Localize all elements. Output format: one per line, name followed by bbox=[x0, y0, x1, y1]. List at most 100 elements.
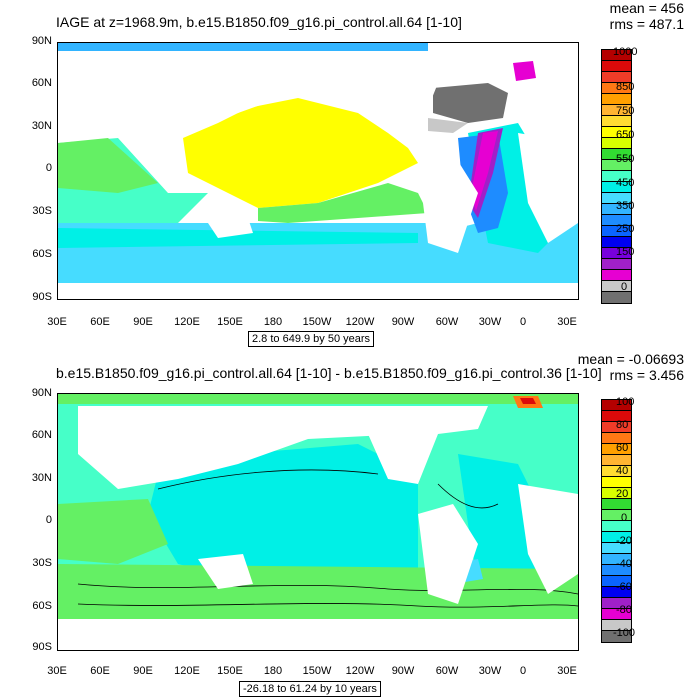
top-gray-light bbox=[428, 118, 468, 133]
top-lat-label: 60N bbox=[31, 77, 52, 89]
top-lat-label: 90S bbox=[32, 291, 52, 303]
top-arctic-magenta bbox=[513, 61, 536, 81]
top-colorbar-label: 550 bbox=[616, 153, 635, 165]
bottom-lon-label: 30E bbox=[47, 665, 67, 677]
bottom-range-box: -26.18 to 61.24 by 10 years bbox=[239, 681, 381, 697]
bottom-colorbar-label: -40 bbox=[616, 558, 632, 570]
top-lon-label: 30W bbox=[478, 316, 502, 328]
top-title: IAGE at z=1968.9m, b.e15.B1850.f09_g16.p… bbox=[56, 14, 462, 30]
bottom-lon-label: 150W bbox=[302, 665, 332, 677]
bottom-map-field bbox=[58, 394, 578, 650]
bottom-colorbar-label: 100 bbox=[616, 396, 635, 408]
top-map bbox=[57, 42, 579, 300]
bottom-lon-label: 30W bbox=[478, 665, 502, 677]
bottom-lat-label: 60N bbox=[31, 429, 52, 441]
bottom-lat-label: 90N bbox=[31, 387, 52, 399]
top-lon-label: 90W bbox=[391, 316, 415, 328]
bottom-arctic-strip bbox=[58, 394, 578, 404]
bottom-pacific-cyan bbox=[148, 444, 418, 584]
top-lon-label: 30E bbox=[47, 316, 67, 328]
bottom-colorbar-label: -20 bbox=[616, 535, 632, 547]
bottom-colorbar-label: -80 bbox=[616, 604, 632, 616]
bottom-mean: mean = -0.06693 bbox=[577, 351, 684, 367]
bottom-colorbar bbox=[601, 399, 632, 643]
top-lon-label: 90E bbox=[133, 316, 153, 328]
bottom-lat-label: 30S bbox=[32, 557, 52, 569]
top-lat-label: 60S bbox=[32, 248, 52, 260]
top-indian-green bbox=[58, 138, 158, 193]
bottom-lat-label: 90S bbox=[32, 641, 52, 653]
top-colorbar-label: 750 bbox=[616, 105, 635, 117]
bottom-colorbar-label: 80 bbox=[616, 419, 629, 431]
top-map-field bbox=[58, 43, 578, 299]
top-lon-label: 180 bbox=[263, 316, 283, 328]
bottom-land-africa bbox=[518, 484, 578, 594]
bottom-lon-label: 60W bbox=[435, 665, 459, 677]
top-colorbar-label: 850 bbox=[616, 81, 635, 93]
bottom-lon-label: 90W bbox=[391, 665, 415, 677]
top-lon-label: 60E bbox=[90, 316, 110, 328]
top-colorbar bbox=[601, 49, 632, 304]
bottom-lon-label: 90E bbox=[133, 665, 153, 677]
bottom-lat-label: 0 bbox=[45, 514, 52, 526]
bottom-colorbar-label: -60 bbox=[616, 581, 632, 593]
top-land-south-america bbox=[418, 153, 478, 253]
top-lat-label: 30S bbox=[32, 205, 52, 217]
top-pacific-green bbox=[258, 183, 428, 223]
bottom-map bbox=[57, 393, 579, 651]
top-land-north-america bbox=[358, 51, 488, 133]
bottom-colorbar-label: 60 bbox=[616, 442, 629, 454]
bottom-lon-label: 120E bbox=[174, 665, 200, 677]
bottom-land-north-america bbox=[358, 406, 488, 484]
top-land-africa bbox=[518, 133, 578, 243]
bottom-lon-label: 30E bbox=[557, 665, 577, 677]
top-colorbar-label: 650 bbox=[616, 129, 635, 141]
top-lon-label: 150W bbox=[302, 316, 332, 328]
bottom-colorbar-label: 0 bbox=[621, 512, 628, 524]
top-colorbar-label: 150 bbox=[616, 246, 635, 258]
bottom-colorbar-label: 20 bbox=[616, 488, 629, 500]
bottom-contour bbox=[437, 483, 499, 509]
top-nordic-gray bbox=[433, 83, 508, 123]
top-lon-label: 120W bbox=[345, 316, 375, 328]
bottom-arctic-hotspot-core bbox=[520, 398, 536, 404]
bottom-lon-label: 120W bbox=[345, 665, 375, 677]
top-lon-label: 30E bbox=[557, 316, 577, 328]
bottom-land-south-america bbox=[418, 504, 478, 604]
top-pacific bbox=[183, 98, 418, 208]
bottom-title: b.e15.B1850.f09_g16.pi_control.all.64 [1… bbox=[56, 365, 602, 381]
bottom-land-antarctica bbox=[58, 619, 578, 650]
top-south-band bbox=[58, 228, 418, 248]
bottom-lon-label: 0 bbox=[519, 665, 527, 677]
top-colorbar-label: 0 bbox=[621, 281, 628, 293]
bottom-land-australia bbox=[198, 554, 253, 589]
bottom-lon-label: 150E bbox=[217, 665, 243, 677]
bottom-rms: rms = 3.456 bbox=[609, 367, 684, 383]
top-colorbar-label: 350 bbox=[616, 200, 635, 212]
top-lon-label: 120E bbox=[174, 316, 200, 328]
top-lon-label: 0 bbox=[519, 316, 527, 328]
bottom-lat-label: 30N bbox=[31, 472, 52, 484]
top-land-antarctica bbox=[58, 283, 578, 299]
top-range-box: 2.8 to 649.9 by 50 years bbox=[248, 331, 375, 347]
bottom-indian-green bbox=[58, 499, 168, 564]
bottom-colorbar-label: 40 bbox=[616, 465, 629, 477]
bottom-colorbar-label: -100 bbox=[613, 627, 636, 639]
bottom-lat-label: 60S bbox=[32, 600, 52, 612]
bottom-contour bbox=[157, 469, 379, 490]
top-colorbar-label: 450 bbox=[616, 177, 635, 189]
top-land-australia bbox=[198, 203, 253, 238]
top-colorbar-label: 1000 bbox=[613, 46, 638, 58]
top-rms: rms = 487.1 bbox=[609, 16, 684, 32]
top-colorbar-label: 250 bbox=[616, 223, 635, 235]
top-land-asia bbox=[78, 51, 418, 133]
top-lon-label: 60W bbox=[435, 316, 459, 328]
bottom-lon-label: 60E bbox=[90, 665, 110, 677]
bottom-contour bbox=[77, 583, 578, 595]
top-arctic-strip bbox=[58, 43, 428, 51]
top-lat-label: 90N bbox=[31, 35, 52, 47]
bottom-southern-green bbox=[58, 564, 578, 619]
top-mean: mean = 456 bbox=[609, 0, 684, 16]
top-lat-label: 0 bbox=[45, 162, 52, 174]
top-lat-label: 30N bbox=[31, 120, 52, 132]
